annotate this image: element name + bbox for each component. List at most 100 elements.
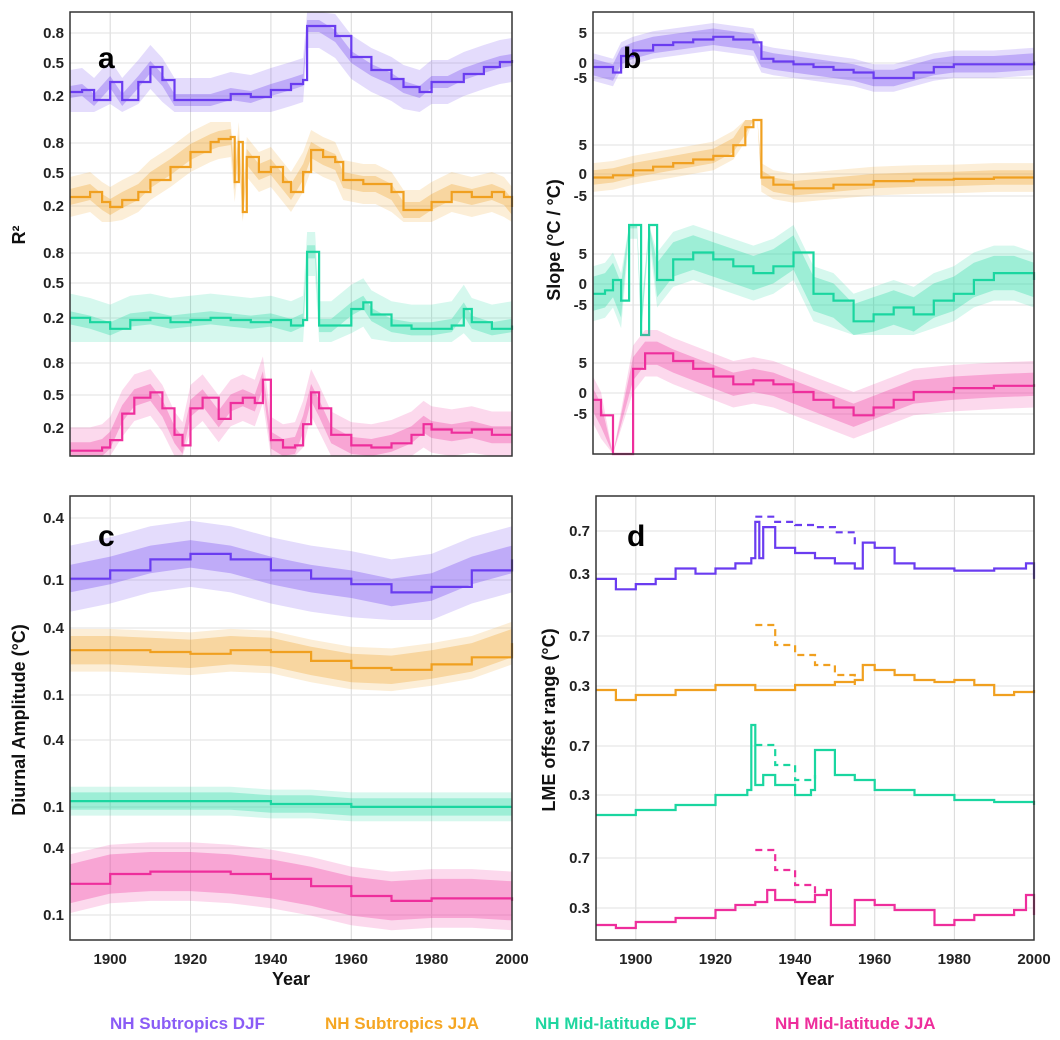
series-3 [593,223,1036,337]
x-tick-label: 1940 [254,951,287,968]
series-line [593,35,1036,80]
uncertainty-band-inner [70,20,512,106]
y-tick-label: 0 [579,276,587,293]
series-1 [70,520,514,620]
y-tick-label: 0.3 [569,787,590,804]
plot-background [596,496,1034,940]
series-line [596,663,1036,702]
panel-a: 0.8 0.5 0.2 0.8 0.5 0.2 0.8 0.5 0.2 0.8 0.5 0.2 R² a [9,11,514,457]
series-1 [593,23,1036,92]
x-tick-label: 1900 [619,951,652,968]
series-line [70,643,514,671]
y-tick-label: 0.8 [43,245,64,262]
uncertainty-band-outer [70,842,512,931]
uncertainty-band-inner [70,245,512,336]
y-tick-label: 0 [579,385,587,402]
plot-frame [592,11,1035,455]
legend-item-subtropics-djf: NH Subtropics DJF [110,1014,265,1033]
series-line [596,520,1036,591]
legend-item-subtropics-jja: NH Subtropics JJA [325,1014,479,1033]
uncertainty-band-inner [593,120,1034,196]
uncertainty-band-inner [70,852,512,921]
uncertainty-band-outer [70,12,512,112]
y-tick-label: 0.8 [43,25,64,42]
x-axis-label: Year [272,969,310,989]
y-tick-label: 0.7 [569,738,590,755]
x-tick-label: 1980 [938,951,971,968]
y-axis-label: Diurnal Amplitude (°C) [9,624,29,816]
series-1 [596,515,1036,591]
panel-c: 0.4 0.1 0.4 0.1 0.4 0.1 0.4 0.1 1900 1920 1940 1960… [9,495,529,989]
y-tick-label: 0.2 [43,310,64,327]
series-line [70,870,514,902]
plot-frame [69,495,513,941]
plot-background [593,12,1034,454]
legend: NH Subtropics DJF NH Subtropics JJA NH M… [0,1014,1060,1040]
series-2 [70,122,514,222]
legend-item-midlatitude-jja: NH Mid-latitude JJA [775,1014,936,1033]
series-4 [70,356,512,456]
y-tick-label: 0.4 [43,840,65,857]
y-tick-label: 0.4 [43,732,65,749]
y-tick-label: 0.2 [43,88,64,105]
panel-label: c [98,520,115,553]
x-tick-label: 1900 [93,951,126,968]
x-tick-label: 1980 [415,951,448,968]
series-line [596,888,1036,930]
series-3 [596,723,1036,817]
uncertainty-band-inner [70,540,512,607]
y-tick-label: 0.2 [43,198,64,215]
y-tick-label: 0.1 [43,687,64,704]
series-4 [593,330,1036,456]
y-axis-label: Slope (°C / °C) [544,179,564,300]
series-line [596,723,1036,817]
x-tick-label: 1960 [858,951,891,968]
y-tick-label: 5 [579,137,587,154]
series-line [70,135,514,214]
uncertainty-band-inner [70,129,512,220]
uncertainty-band-outer [593,120,1034,203]
y-tick-label: 0.8 [43,355,64,372]
y-tick-label: 0 [579,55,587,72]
y-tick-label: 0.7 [569,628,590,645]
uncertainty-band-outer [70,356,512,456]
y-tick-label: 0 [579,166,587,183]
y-tick-label: 0.1 [43,907,64,924]
series-line-dashed [755,623,856,685]
x-tick-label: 1920 [699,951,732,968]
plot-frame [69,11,513,457]
series-line [70,800,512,808]
uncertainty-band-outer [70,122,512,222]
series-line [70,378,512,452]
series-4 [596,848,1036,930]
x-tick-label: 1940 [778,951,811,968]
series-line [593,352,1036,456]
series-line [593,223,1036,337]
y-tick-label: 0.2 [43,420,64,437]
y-tick-label: 0.7 [569,850,590,867]
y-tick-label: 0.3 [569,566,590,583]
x-tick-label: 1960 [335,951,368,968]
uncertainty-band-outer [70,621,512,692]
y-tick-label: 0.5 [43,55,64,72]
y-tick-label: 5 [579,246,587,263]
panel-label: b [623,42,641,75]
series-2 [593,118,1034,203]
y-axis-label: LME offset range (°C) [539,628,559,811]
y-tick-label: 0.5 [43,275,64,292]
series-line [70,552,514,594]
series-2 [70,621,514,692]
x-axis-label: Year [796,969,834,989]
y-tick-label: -5 [574,406,587,423]
y-tick-label: 0.7 [569,523,590,540]
series-line [70,24,514,102]
y-tick-label: 0.8 [43,135,64,152]
y-tick-label: 0.3 [569,900,590,917]
series-3 [70,232,514,342]
plot-frame [595,495,1035,941]
y-tick-label: 0.4 [43,510,65,527]
y-tick-label: -5 [574,188,587,205]
y-tick-label: -5 [574,297,587,314]
series-line [70,250,514,330]
